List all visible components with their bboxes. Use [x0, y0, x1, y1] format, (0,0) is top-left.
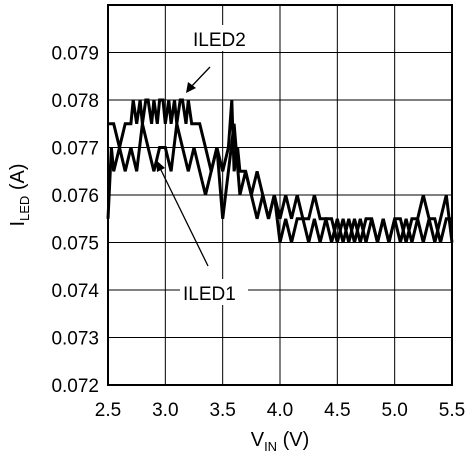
y-tick-label: 0.079: [51, 44, 99, 65]
y-tick-label: 0.076: [51, 186, 99, 207]
y-tick-label: 0.072: [51, 376, 99, 397]
annotation-iled2: ILED2: [193, 30, 246, 51]
annotation-arrowhead-iled1: [156, 160, 165, 172]
y-tick-label: 0.078: [51, 91, 99, 112]
plot-frame: [107, 4, 453, 386]
x-tick-label: 5.5: [439, 400, 465, 421]
y-tick-labels: 0.072 0.073 0.074 0.075 0.076 0.077 0.078 0.079: [51, 44, 99, 398]
x-tick-label: 2.5: [95, 400, 121, 421]
y-tick-label: 0.073: [51, 329, 99, 350]
y-axis-label: ILED (A): [7, 163, 32, 226]
y-tick-label: 0.074: [51, 281, 99, 302]
x-tick-label: 5.0: [381, 400, 407, 421]
annotation-arrow-iled2: [189, 66, 211, 89]
x-axis-label: VIN (V): [251, 429, 310, 454]
y-tick-label: 0.077: [51, 139, 99, 160]
series-line-iled1: [106, 123, 452, 243]
x-tick-label: 4.5: [324, 400, 350, 421]
x-tick-label: 4.0: [267, 400, 293, 421]
annotation-arrow-iled1: [159, 167, 209, 267]
x-tick-label: 3.0: [152, 400, 178, 421]
annotation-bg-iled2: [190, 25, 256, 51]
x-tick-labels: 2.5 3.0 3.5 4.0 4.5 5.0 5.5: [95, 400, 465, 421]
y-tick-label: 0.075: [51, 234, 99, 255]
annotation-bg-iled1: [180, 279, 248, 305]
grid: [107, 5, 453, 386]
x-tick-label: 3.5: [209, 400, 235, 421]
series-group: [106, 98, 454, 243]
annotation-iled1: ILED1: [183, 284, 236, 305]
annotation-arrowhead-iled2: [186, 82, 196, 93]
